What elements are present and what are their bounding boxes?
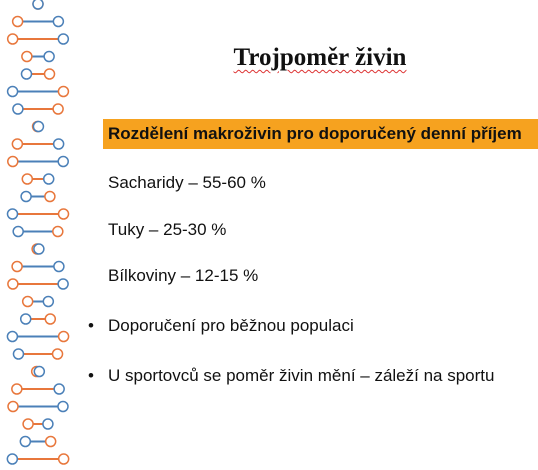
dna-node [8, 157, 18, 167]
dna-node [34, 244, 44, 254]
dna-node [46, 437, 56, 447]
dna-node [7, 454, 17, 464]
dna-node [23, 297, 33, 307]
dna-node [12, 139, 22, 149]
item: Tuky – 25-30 % [108, 220, 226, 240]
dna-node [21, 314, 31, 324]
dna-node [43, 297, 53, 307]
bullet-text: U sportovců se poměr živin mění – záleží… [108, 366, 494, 385]
dna-node [58, 279, 68, 289]
item: Sacharidy – 55-60 % [108, 173, 266, 193]
dna-node [8, 402, 18, 412]
dna-node [22, 52, 32, 62]
dna-node [22, 174, 32, 184]
dna-node [45, 69, 55, 79]
dna-decoration [0, 0, 80, 470]
dna-node [33, 122, 43, 132]
dna-node [13, 349, 23, 359]
slide-title: Trojpoměr živin [180, 44, 460, 72]
bullet-text: Doporučení pro běžnou populaci [108, 316, 354, 335]
dna-node [23, 419, 33, 429]
dna-node [44, 52, 54, 62]
dna-node [21, 69, 31, 79]
dna-node [8, 279, 18, 289]
dna-node [8, 34, 18, 44]
dna-node [59, 454, 69, 464]
dna-node [53, 17, 63, 27]
dna-node [12, 384, 22, 394]
dna-node [54, 262, 64, 272]
dna-node [45, 192, 55, 202]
dna-node [12, 262, 22, 272]
dna-node [13, 17, 23, 27]
dna-node [44, 174, 54, 184]
dna-node [20, 437, 30, 447]
dna-node [33, 0, 43, 9]
dna-node [53, 349, 63, 359]
dna-node [59, 332, 69, 342]
dna-node [7, 332, 17, 342]
dna-node [58, 157, 68, 167]
dna-node [53, 227, 63, 237]
dna-node [58, 402, 68, 412]
dna-node [13, 104, 23, 114]
item: Bílkoviny – 12-15 % [108, 266, 258, 286]
dna-node [21, 192, 31, 202]
dna-node [34, 367, 44, 377]
dna-node [59, 209, 69, 219]
dna-node [45, 314, 55, 324]
dna-node [58, 34, 68, 44]
dna-node [7, 209, 17, 219]
bullet-item: •Doporučení pro běžnou populaci [88, 316, 354, 336]
dna-node [43, 419, 53, 429]
bullet-item: •U sportovců se poměr živin mění – zálež… [88, 366, 494, 386]
dna-node [53, 104, 63, 114]
dna-node [54, 139, 64, 149]
dna-node [54, 384, 64, 394]
dna-node [8, 87, 18, 97]
dna-node [13, 227, 23, 237]
section-heading: Rozdělení makroživin pro doporučený denn… [103, 119, 538, 149]
slide: Trojpoměr živin Rozdělení makroživin pro… [0, 0, 538, 470]
dna-node [58, 87, 68, 97]
